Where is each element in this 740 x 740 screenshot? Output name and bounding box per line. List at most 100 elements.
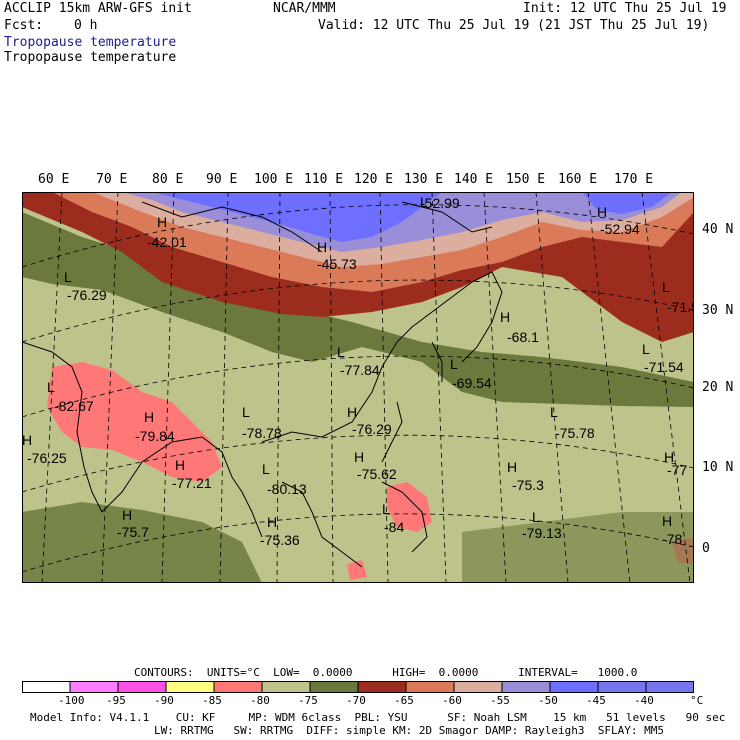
lon-label: 60 E xyxy=(38,172,70,187)
extrema-marker: L xyxy=(532,509,540,525)
legend-swatch xyxy=(406,681,454,693)
legend-level: -60 xyxy=(442,694,462,707)
band-minus45 xyxy=(152,192,442,242)
org-label: NCAR/MMM xyxy=(273,1,336,16)
legend-swatch xyxy=(454,681,502,693)
extrema-value: -82.67 xyxy=(54,398,94,414)
legend-level: -55 xyxy=(490,694,510,707)
legend-swatch xyxy=(22,681,70,693)
legend-level: -70 xyxy=(346,694,366,707)
extrema-marker: L xyxy=(450,356,458,372)
extrema-value: -71.5 xyxy=(667,299,694,315)
legend-level: -40 xyxy=(634,694,654,707)
lon-label: 80 E xyxy=(152,172,184,187)
extrema-marker: H xyxy=(507,459,517,475)
extrema-value: -79.84 xyxy=(135,428,175,444)
extrema-value: -69.54 xyxy=(452,375,492,391)
extrema-marker: H xyxy=(662,513,672,529)
graticule xyxy=(22,192,694,583)
extrema-value: -71.54 xyxy=(644,359,684,375)
extrema-marker: H xyxy=(267,514,277,530)
legend-swatch xyxy=(358,681,406,693)
extrema-marker: L xyxy=(337,344,345,360)
legend-level: -80 xyxy=(250,694,270,707)
legend-swatch xyxy=(214,681,262,693)
extrema-value: -52.94 xyxy=(600,221,640,237)
extrema-marker: L xyxy=(382,501,390,517)
contours-info: CONTOURS: UNITS=°C LOW= 0.0000 HIGH= 0.0… xyxy=(134,666,638,679)
extrema-marker: H xyxy=(664,449,674,465)
band-minus45-east xyxy=(582,192,672,214)
lat-label: 10 N xyxy=(702,460,734,475)
extrema-value: -75.7 xyxy=(117,524,149,540)
extrema-marker: L xyxy=(64,269,72,285)
lat-label: 40 N xyxy=(702,222,734,237)
legend-swatch xyxy=(262,681,310,693)
legend-level: -100 xyxy=(58,694,85,707)
lon-label: 140 E xyxy=(454,172,494,187)
lat-label: 30 N xyxy=(702,303,734,318)
field-title-primary: Tropopause temperature xyxy=(4,35,177,50)
valid-time: Valid: 12 UTC Thu 25 Jul 19 (21 JST Thu … xyxy=(318,18,710,33)
model-title: ACCLIP 15km ARW-GFS init xyxy=(4,1,192,16)
legend-level: -65 xyxy=(394,694,414,707)
fcst-value: 0 h xyxy=(74,18,98,33)
model-info-line-1: Model Info: V4.1.1 CU: KF MP: WDM 6class… xyxy=(30,711,726,724)
extrema-marker: H xyxy=(157,214,167,230)
extrema-value: -77.84 xyxy=(340,362,380,378)
extrema-marker: H xyxy=(175,457,185,473)
legend-level: -45 xyxy=(586,694,606,707)
lon-label: 70 E xyxy=(96,172,128,187)
extrema-marker: H xyxy=(354,449,364,465)
lon-label: 120 E xyxy=(354,172,394,187)
extrema-marker: L xyxy=(262,461,270,477)
legend-swatch xyxy=(310,681,358,693)
band-minus70 xyxy=(22,212,694,407)
legend-level: -75 xyxy=(298,694,318,707)
extrema-marker: H xyxy=(500,309,510,325)
extrema-value: -68.1 xyxy=(507,329,539,345)
extrema-value: -75.78 xyxy=(555,425,595,441)
extrema-marker: L xyxy=(420,194,428,210)
extrema-value: -76.29 xyxy=(67,287,107,303)
legend-swatch xyxy=(118,681,166,693)
extrema-value: -75.3 xyxy=(512,477,544,493)
extrema-marker: H xyxy=(317,239,327,255)
extrema-value: -76.29 xyxy=(352,421,392,437)
extrema-value: -77 xyxy=(667,462,687,478)
extrema-marker: L xyxy=(550,404,558,420)
lat-label: 20 N xyxy=(702,380,734,395)
extrema-value: -42.01 xyxy=(147,234,187,250)
extrema-marker: L xyxy=(47,379,55,395)
band-minus80-philippines xyxy=(387,482,432,532)
extrema-marker: H xyxy=(347,404,357,420)
extrema-marker: L xyxy=(242,404,250,420)
color-legend-bar xyxy=(22,681,694,693)
legend-swatch xyxy=(502,681,550,693)
lon-label: 90 E xyxy=(206,172,238,187)
legend-level: -90 xyxy=(154,694,174,707)
band-minus70-south xyxy=(22,502,262,583)
lon-label: 150 E xyxy=(506,172,546,187)
extrema-marker: L xyxy=(642,341,650,357)
field-title-secondary: Tropopause temperature xyxy=(4,50,177,65)
extrema-marker: H xyxy=(22,432,32,448)
lon-label: 160 E xyxy=(558,172,598,187)
legend-units: °C xyxy=(690,694,704,707)
lon-label: 100 E xyxy=(254,172,294,187)
tropopause-temperature-map: L -52.99 H -52.94 H -42.01 H -45.73 L -7… xyxy=(22,192,694,583)
init-time: Init: 12 UTC Thu 25 Jul 19 xyxy=(523,1,727,16)
extrema-marker: H xyxy=(597,204,607,220)
lon-label: 170 E xyxy=(614,172,654,187)
extrema-marker: L xyxy=(662,279,670,295)
extrema-value: -75.36 xyxy=(260,532,300,548)
extrema-marker: H xyxy=(144,409,154,425)
lon-label: 110 E xyxy=(304,172,344,187)
legend-level: -95 xyxy=(106,694,126,707)
extrema-value: -84 xyxy=(384,519,404,535)
model-info-line-2: LW: RRTMG SW: RRTMG DIFF: simple KM: 2D … xyxy=(154,724,664,737)
extrema-annotations: L -52.99 H -52.94 H -42.01 H -45.73 L -7… xyxy=(22,194,694,548)
fcst-label: Fcst: xyxy=(4,18,44,33)
extrema-value: -79.13 xyxy=(522,525,562,541)
extrema-value: -76.25 xyxy=(27,450,67,466)
